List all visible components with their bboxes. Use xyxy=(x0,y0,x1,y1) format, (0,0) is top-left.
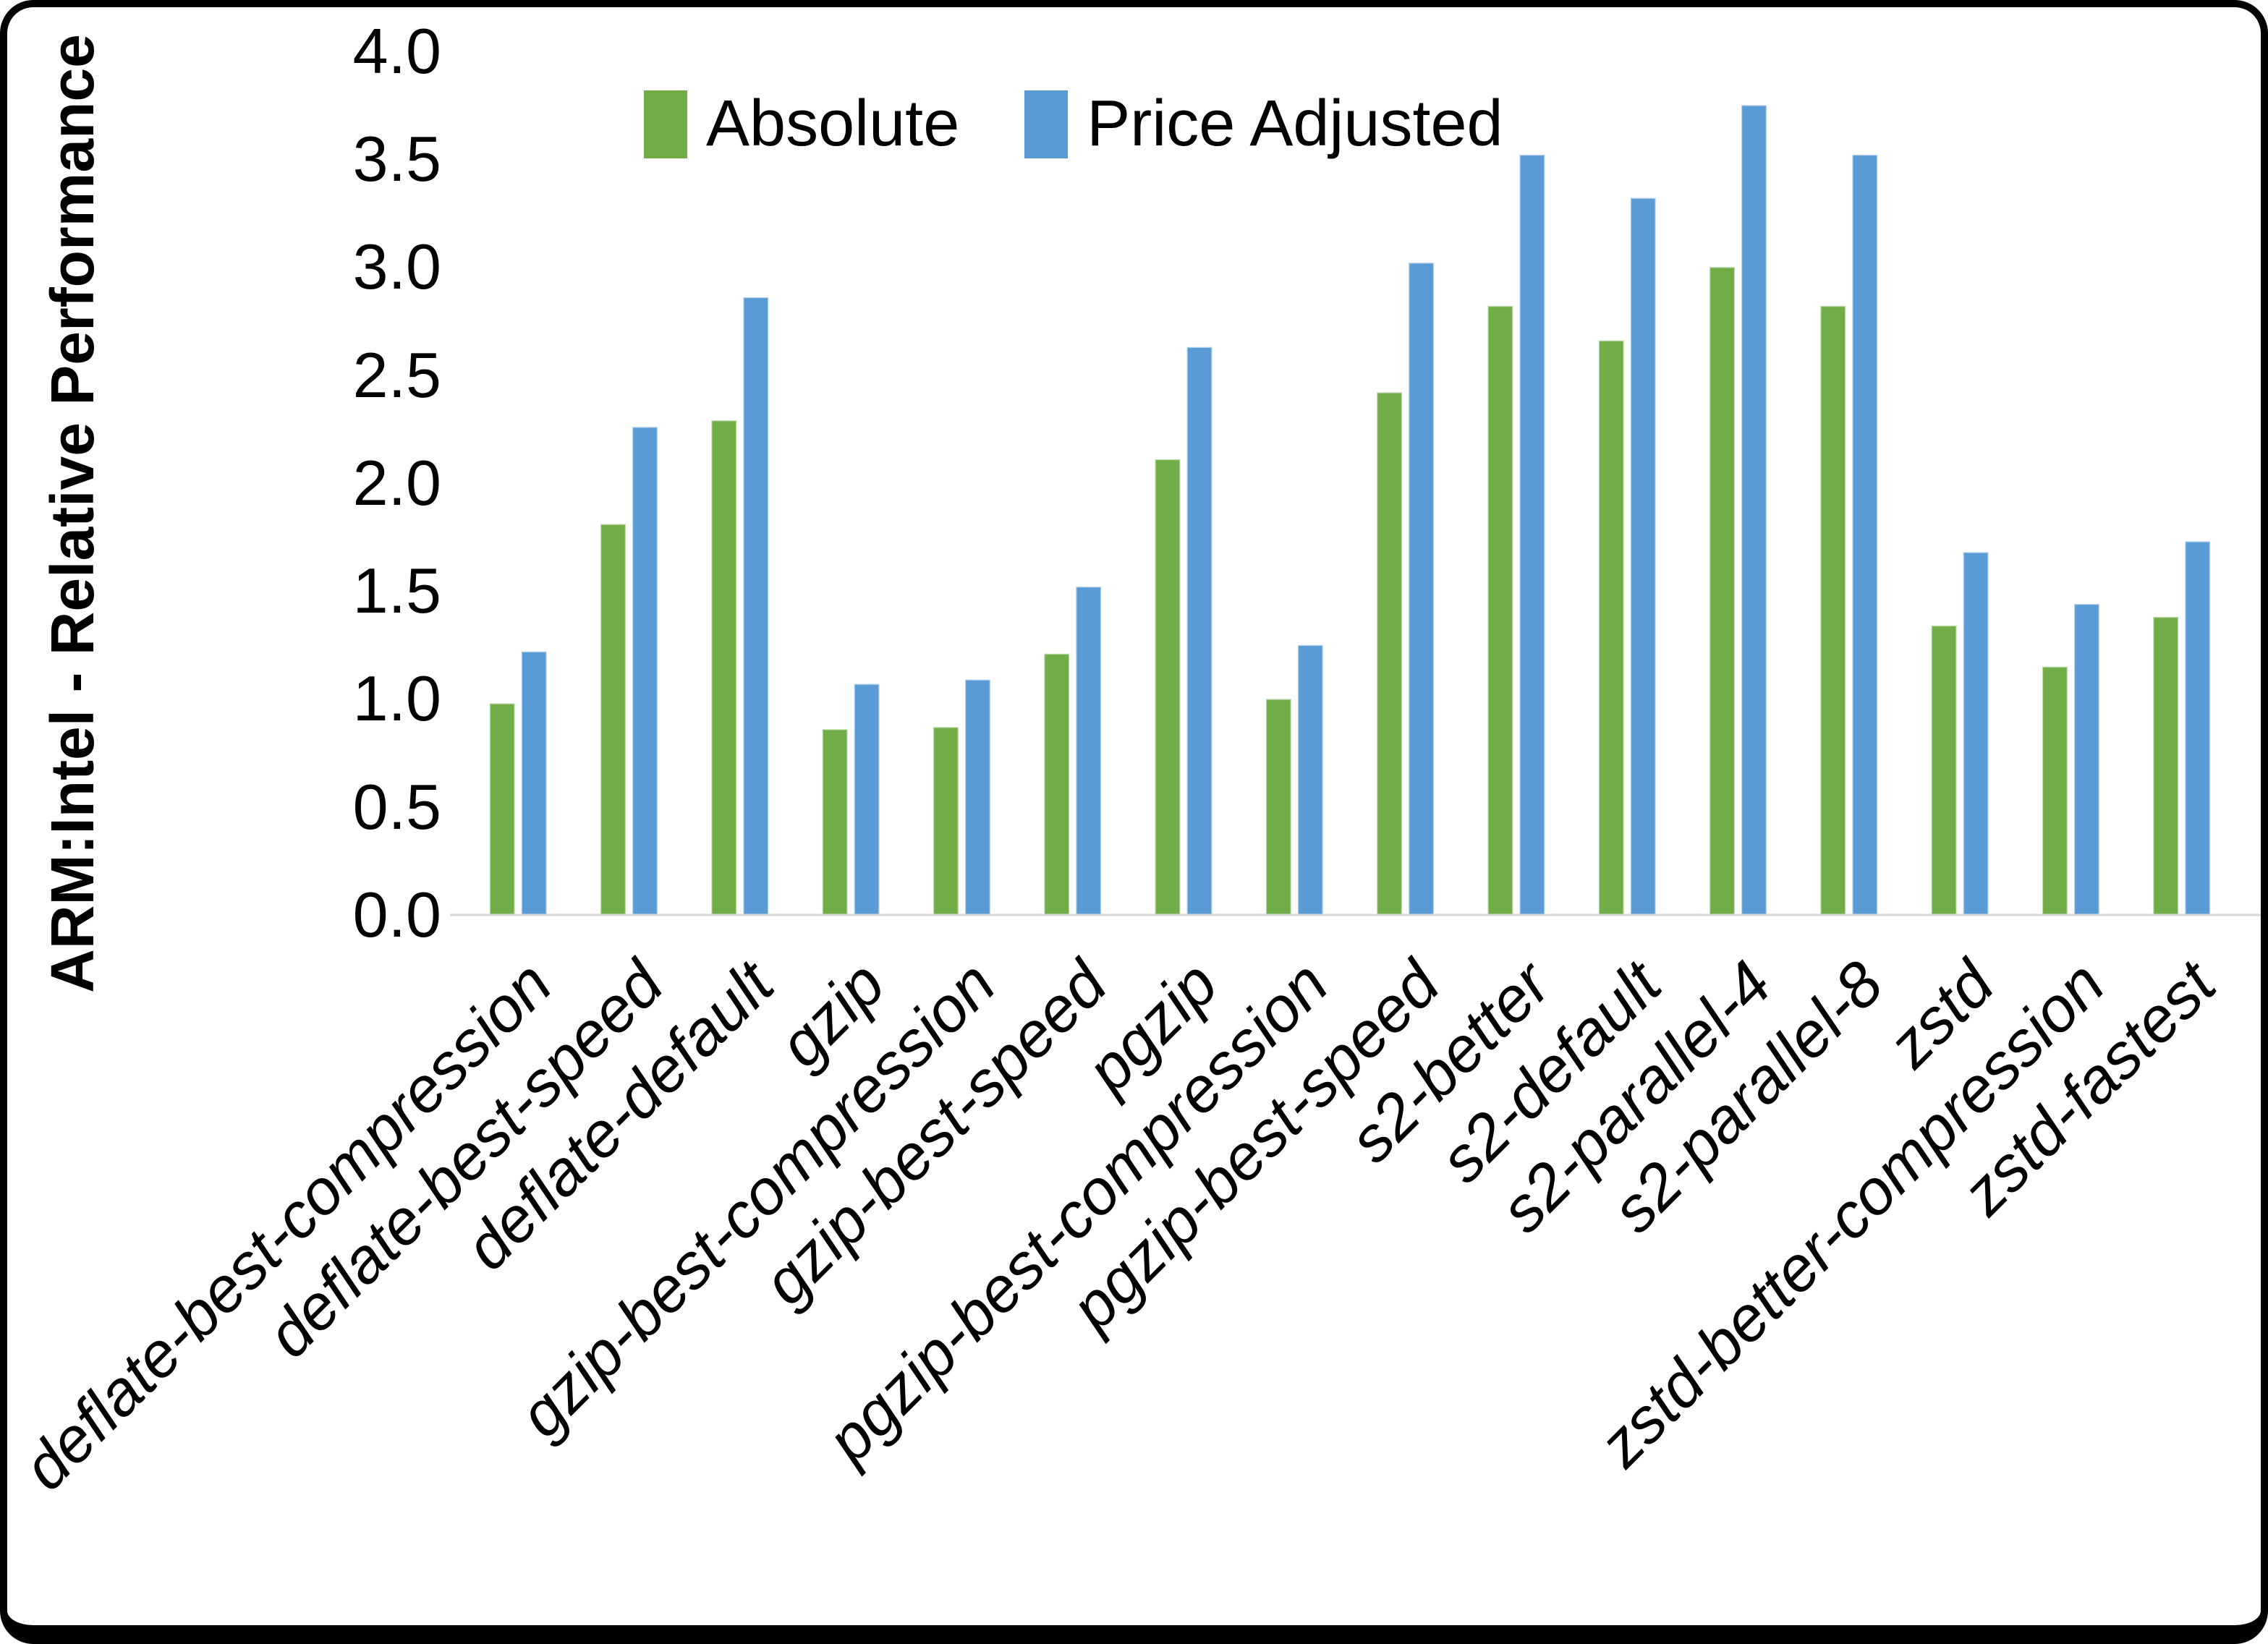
bar-absolute-deflate-default xyxy=(710,419,738,916)
bar-absolute-gzip-best-compression xyxy=(932,725,960,916)
bar-absolute-zstd xyxy=(1930,624,1958,916)
legend-item-absolute: Absolute xyxy=(644,87,959,161)
bar-absolute-zstd-better-compression xyxy=(2041,665,2069,916)
y-tick-2.5: 2.5 xyxy=(352,338,441,411)
bar-absolute-deflate-best-speed xyxy=(599,523,627,916)
y-tick-0.5: 0.5 xyxy=(352,770,441,843)
legend-item-price-adjusted: Price Adjusted xyxy=(1024,87,1503,161)
bar-price-adjusted-deflate-best-compression xyxy=(520,650,548,916)
bar-price-adjusted-pgzip-best-speed xyxy=(1407,261,1435,916)
bar-price-adjusted-zstd-fastest xyxy=(2183,540,2212,916)
bar-absolute-pgzip-best-compression xyxy=(1265,698,1293,916)
legend-label-absolute: Absolute xyxy=(706,88,960,160)
bar-price-adjusted-gzip-best-speed xyxy=(1074,585,1103,916)
bar-price-adjusted-pgzip-best-compression xyxy=(1296,644,1325,916)
bar-price-adjusted-pgzip xyxy=(1186,346,1213,916)
bar-price-adjusted-s2-default xyxy=(1629,197,1657,916)
legend-swatch-price-adjusted xyxy=(1024,90,1069,158)
y-tick-2.0: 2.0 xyxy=(352,446,441,519)
bar-absolute-gzip xyxy=(821,728,849,916)
legend-label-price-adjusted: Price Adjusted xyxy=(1087,88,1503,160)
bar-price-adjusted-gzip xyxy=(853,683,880,916)
bar-absolute-pgzip xyxy=(1154,458,1181,916)
bar-absolute-s2-parallel-8 xyxy=(1819,304,1847,916)
bar-price-adjusted-s2-parallel-8 xyxy=(1851,153,1879,916)
y-tick-3.5: 3.5 xyxy=(352,122,441,195)
bar-price-adjusted-gzip-best-compression xyxy=(964,678,992,916)
bar-price-adjusted-deflate-default xyxy=(742,296,770,916)
bar-absolute-s2-parallel-4 xyxy=(1708,265,1736,916)
bar-absolute-s2-default xyxy=(1597,339,1625,916)
bar-absolute-gzip-best-speed xyxy=(1042,652,1071,916)
bar-absolute-pgzip-best-speed xyxy=(1375,391,1403,916)
bar-price-adjusted-deflate-best-speed xyxy=(631,425,659,916)
legend-swatch-absolute xyxy=(644,90,687,158)
bar-absolute-s2-better xyxy=(1487,304,1514,916)
bar-absolute-zstd-fastest xyxy=(2152,616,2180,916)
bar-plot xyxy=(450,104,2261,916)
bar-price-adjusted-s2-better xyxy=(1519,153,1546,916)
y-tick-0.0: 0.0 xyxy=(352,879,441,950)
y-tick-1.5: 1.5 xyxy=(352,555,441,627)
bar-absolute-deflate-best-compression xyxy=(488,702,516,916)
bar-price-adjusted-zstd-better-compression xyxy=(2073,602,2101,916)
y-tick-3.0: 3.0 xyxy=(352,231,441,303)
y-tick-1.0: 1.0 xyxy=(352,663,441,735)
bar-price-adjusted-zstd xyxy=(1962,551,1989,916)
y-tick-4.0: 4.0 xyxy=(352,14,441,87)
legend: Absolute Price Adjusted xyxy=(644,87,1503,161)
bar-price-adjusted-s2-parallel-4 xyxy=(1740,104,1768,916)
